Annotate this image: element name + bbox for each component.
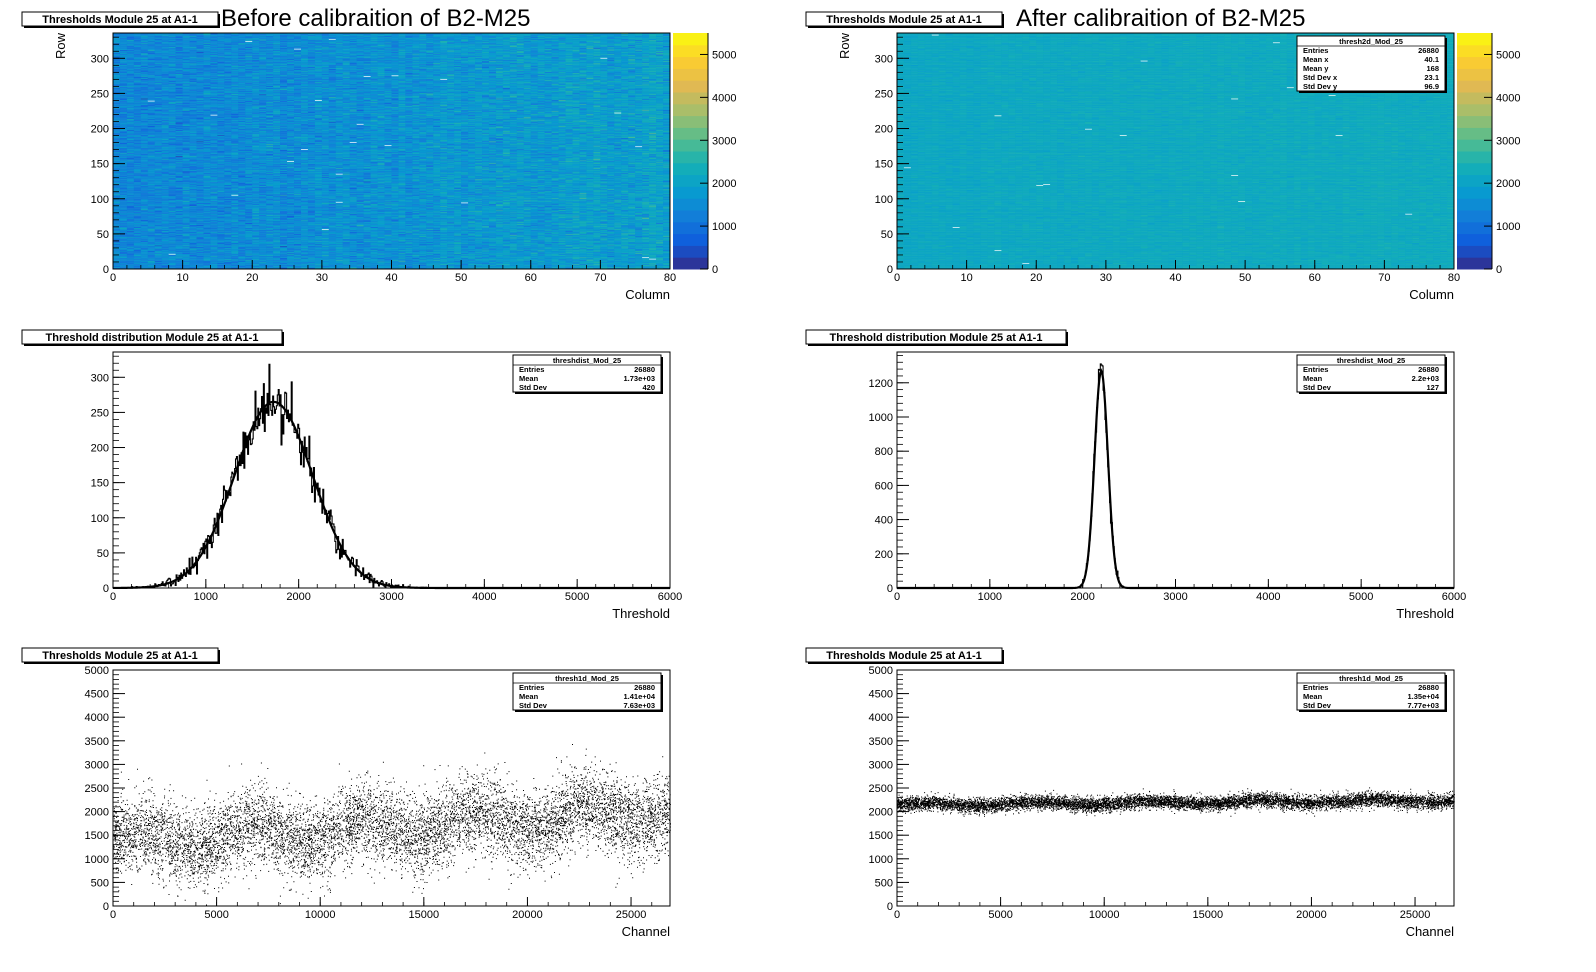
heatmap-0: 0 10 20 30 40 50 60 70 80050100150200250300Colum… [22,12,736,302]
